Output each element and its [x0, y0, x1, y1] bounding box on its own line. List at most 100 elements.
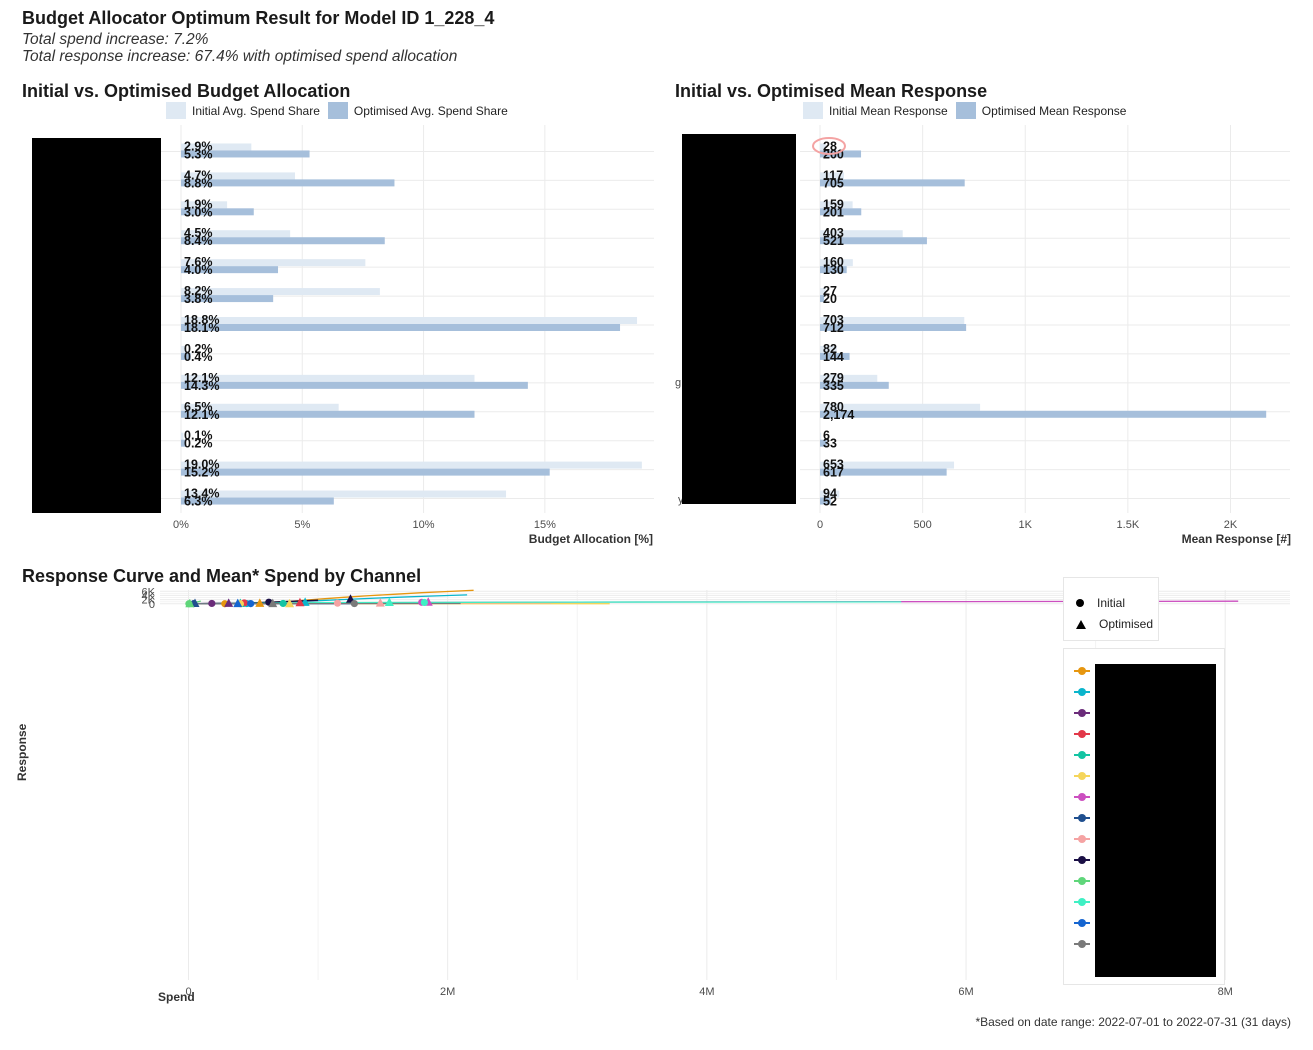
curve-y-tick-label: 0 — [149, 599, 155, 611]
curve-x-tick-label: 2M — [440, 986, 455, 998]
channel-legend-key — [1074, 750, 1090, 760]
response-data-label-initial: 653 — [823, 458, 844, 472]
allocation-data-label-optimised: 14.3% — [184, 379, 219, 393]
allocation-bar-initial — [181, 172, 296, 180]
shape-legend-initial: Initial — [1076, 596, 1125, 610]
response-chart-title: Initial vs. Optimised Mean Response — [675, 81, 988, 101]
allocation-data-label-initial: 12.1% — [184, 371, 219, 385]
legend-label-initial-response: Initial Mean Response — [829, 103, 948, 118]
allocation-legend: Initial Avg. Spend Share Optimised Avg. … — [166, 102, 508, 119]
legend-key-initial-response — [803, 102, 823, 119]
channel-legend-key — [1074, 666, 1090, 676]
legend-label-initial-share: Initial Avg. Spend Share — [192, 103, 320, 118]
response-bar-initial — [820, 345, 837, 353]
initial-spend-marker — [420, 598, 428, 607]
response-bar-optimised — [820, 410, 1267, 418]
allocation-chart-title: Initial vs. Optimised Budget Allocation — [22, 81, 351, 101]
allocation-data-label-optimised: 5.3% — [184, 147, 213, 161]
date-range-footnote: *Based on date range: 2022-07-01 to 2022… — [975, 1015, 1291, 1029]
allocation-bar-optimised — [181, 468, 550, 476]
channel-legend-key — [1074, 813, 1090, 823]
channel-legend-key — [1074, 855, 1090, 865]
response-bar-initial — [820, 259, 853, 267]
allocation-bar-optimised — [181, 324, 621, 331]
response-data-label-optimised: 20 — [823, 292, 837, 306]
allocation-bar-optimised — [181, 381, 528, 389]
allocation-bar-optimised — [181, 208, 254, 216]
response-data-label-optimised: 52 — [823, 495, 837, 509]
curve-x-tick-label: 4M — [699, 986, 714, 998]
channel-legend-key — [1074, 708, 1090, 718]
partial-axis-label-g: g — [675, 377, 681, 389]
allocation-bar-optimised — [181, 237, 385, 245]
response-data-label-initial: 780 — [823, 400, 844, 414]
initial-spend-marker — [350, 599, 358, 608]
legend-label-optimised-response: Optimised Mean Response — [981, 103, 1127, 118]
allocation-data-label-initial: 4.5% — [184, 226, 213, 240]
allocation-bar-optimised — [181, 179, 395, 187]
allocation-bar-initial — [181, 374, 475, 382]
allocation-data-label-optimised: 4.0% — [184, 263, 213, 277]
channel-legend-key — [1074, 939, 1090, 949]
initial-spend-marker — [208, 599, 216, 608]
allocation-x-tick-label: 10% — [413, 519, 435, 531]
optimised-spend-marker — [268, 598, 278, 608]
allocation-bar-initial — [181, 259, 366, 267]
legend-key-optimised-response — [955, 102, 976, 119]
allocation-data-label-optimised: 6.3% — [184, 495, 213, 509]
initial-spend-marker — [333, 599, 342, 607]
curve-y-tick-label: 2K — [142, 595, 156, 607]
optimised-spend-marker — [285, 598, 295, 608]
legend-key-initial-share — [166, 102, 186, 119]
response-x-axis-title: Mean Response [#] — [1181, 532, 1291, 546]
allocation-bar-optimised — [181, 497, 334, 505]
channel-legend-key — [1074, 834, 1090, 844]
curve-chart-title: Response Curve and Mean* Spend by Channe… — [22, 566, 422, 586]
response-x-tick-label: 2K — [1224, 519, 1238, 531]
response-bar-optimised — [820, 352, 850, 360]
response-data-label-initial: 403 — [823, 226, 844, 240]
allocation-data-label-initial: 8.2% — [184, 284, 213, 298]
subtitle-spend: Total spend increase: 7.2% — [22, 31, 209, 48]
allocation-data-label-initial: 0.1% — [184, 429, 213, 443]
shape-legend-optimised-label: Optimised — [1099, 617, 1154, 631]
channel-legend-key — [1074, 792, 1090, 802]
allocation-data-label-initial: 19.0% — [184, 458, 219, 472]
allocation-bar-optimised — [181, 266, 279, 274]
response-bar-initial — [820, 374, 878, 382]
response-data-label-initial: 117 — [823, 168, 843, 182]
allocation-data-label-initial: 0.2% — [184, 342, 213, 356]
response-data-label-optimised: 521 — [823, 234, 844, 248]
response-legend: Initial Mean Response Optimised Mean Res… — [803, 102, 1126, 119]
allocation-data-label-optimised: 12.1% — [184, 408, 219, 422]
subtitle-response: Total response increase: 67.4% with opti… — [22, 48, 458, 65]
response-data-label-optimised: 705 — [823, 176, 844, 190]
response-bar-optimised — [820, 266, 847, 274]
optimised-spend-marker — [233, 598, 243, 608]
response-data-label-initial: 28 — [823, 139, 837, 153]
allocation-bar-initial — [181, 432, 184, 440]
response-bar-initial — [820, 143, 826, 151]
response-data-label-optimised: 33 — [823, 437, 837, 451]
response-bar-initial — [820, 403, 981, 411]
response-data-label-initial: 82 — [823, 342, 837, 356]
channel-legend-key — [1074, 771, 1090, 781]
curve-y-tick-label: 4K — [142, 590, 156, 602]
allocation-data-label-initial: 13.4% — [184, 487, 219, 501]
triangle-marker-icon — [1076, 619, 1086, 629]
optimised-spend-marker — [255, 598, 265, 607]
allocation-data-label-initial: 7.6% — [184, 255, 213, 269]
allocation-bar-initial — [181, 317, 638, 324]
allocation-bar-initial — [181, 345, 186, 353]
optimised-spend-marker — [375, 598, 385, 607]
response-data-label-initial: 279 — [823, 371, 844, 385]
allocation-data-label-optimised: 8.4% — [184, 234, 213, 248]
response-data-label-optimised: 130 — [823, 263, 844, 277]
allocation-bar-initial — [181, 403, 339, 411]
response-data-label-initial: 159 — [823, 197, 844, 211]
response-bar-optimised — [820, 497, 831, 505]
response-bar-optimised — [820, 179, 965, 187]
response-x-tick-label: 1K — [1019, 519, 1033, 531]
curve-x-axis-title: Spend — [158, 990, 195, 1004]
optimised-spend-marker — [295, 597, 305, 607]
